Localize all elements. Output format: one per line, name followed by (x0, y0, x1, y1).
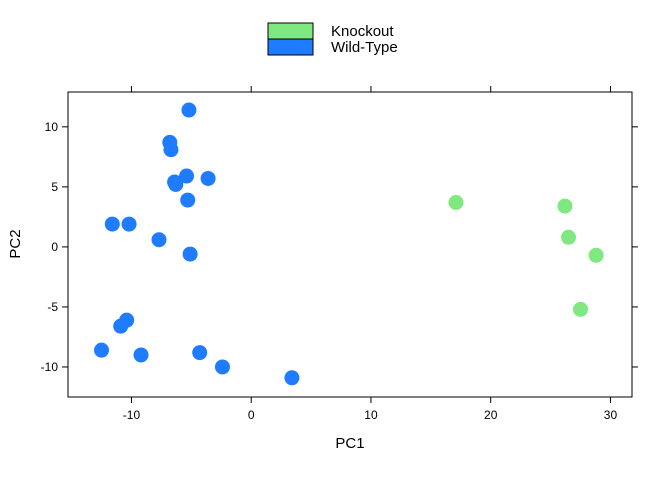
y-tick-label: -10 (41, 360, 59, 374)
point-wild-type-8 (104, 216, 120, 232)
point-wild-type-2 (163, 142, 179, 158)
point-knockout-0 (448, 194, 464, 210)
point-wild-type-14 (94, 342, 110, 358)
x-axis: -10 0 10 20 30 (123, 86, 618, 422)
point-wild-type-18 (284, 370, 300, 386)
x-axis-title: PC1 (335, 435, 364, 452)
point-wild-type-17 (214, 359, 230, 375)
x-tick-label: 30 (604, 408, 618, 422)
plot-frame (67, 91, 633, 398)
x-tick-label: 10 (364, 408, 378, 422)
point-wild-type-11 (182, 246, 198, 262)
y-tick-label: -5 (47, 300, 58, 314)
point-wild-type-0 (181, 102, 197, 118)
x-tick-label: 0 (248, 408, 255, 422)
point-knockout-3 (588, 247, 604, 263)
point-wild-type-6 (168, 176, 184, 192)
legend-label-knockout: Knockout (331, 23, 394, 40)
y-tick-label: 5 (51, 180, 58, 194)
point-wild-type-4 (200, 170, 216, 186)
point-wild-type-10 (151, 232, 167, 248)
point-wild-type-3 (179, 168, 195, 184)
point-wild-type-16 (192, 345, 208, 361)
y-tick-label: 0 (51, 240, 58, 254)
legend-swatch-wild-type (267, 38, 314, 56)
point-knockout-1 (557, 198, 573, 214)
legend-swatch-knockout (267, 22, 314, 40)
data-points (94, 102, 604, 386)
y-axis: -10 -5 0 5 10 (41, 120, 638, 374)
point-wild-type-15 (133, 347, 149, 363)
point-knockout-4 (573, 301, 589, 317)
point-wild-type-7 (180, 192, 196, 208)
legend-label-wild-type: Wild-Type (331, 39, 398, 56)
x-tick-label: -10 (123, 408, 141, 422)
point-knockout-2 (561, 229, 577, 245)
y-tick-label: 10 (45, 120, 59, 134)
y-axis-title: PC2 (7, 229, 24, 258)
point-wild-type-9 (121, 216, 137, 232)
point-wild-type-13 (113, 318, 129, 334)
x-tick-label: 20 (484, 408, 498, 422)
